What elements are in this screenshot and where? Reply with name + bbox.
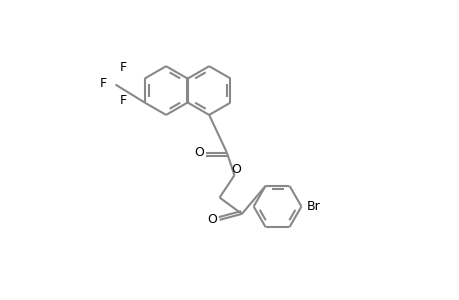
Text: O: O bbox=[207, 213, 217, 226]
Text: F: F bbox=[119, 61, 126, 74]
Text: O: O bbox=[193, 146, 203, 160]
Text: F: F bbox=[119, 94, 126, 107]
Text: Br: Br bbox=[306, 200, 320, 213]
Text: F: F bbox=[100, 76, 107, 90]
Text: O: O bbox=[230, 164, 241, 176]
